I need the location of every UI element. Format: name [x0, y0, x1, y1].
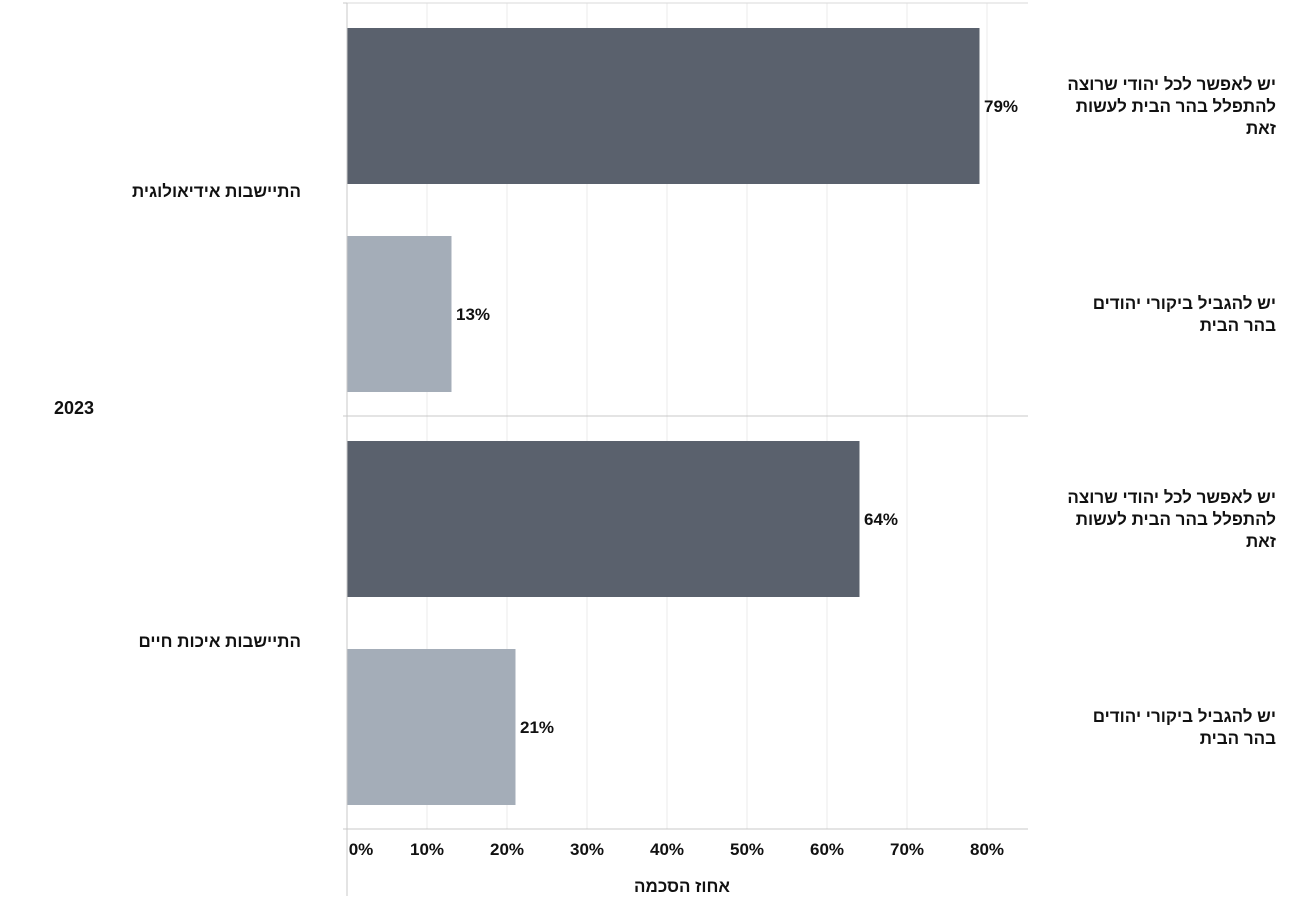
x-tick-label: 30%: [570, 840, 604, 859]
bar: [347, 649, 516, 805]
bar-value-label: 13%: [456, 305, 490, 324]
bar-value-label: 21%: [520, 718, 554, 737]
category-label-line: בהר הבית: [1200, 316, 1276, 335]
bar-value-label: 64%: [864, 510, 898, 529]
group-label: התיישבות איכות חיים: [139, 632, 302, 651]
year-label: 2023: [54, 398, 94, 418]
x-tick-label: 70%: [890, 840, 924, 859]
category-label: יש להגביל ביקורי יהודים בהר הבית: [1093, 707, 1276, 748]
category-label-line: להתפלל בהר הבית לעשות: [1076, 97, 1276, 116]
x-tick-label: 80%: [970, 840, 1004, 859]
category-label-line: יש להגביל ביקורי יהודים: [1093, 294, 1276, 313]
x-tick-label: 20%: [490, 840, 524, 859]
bar: [347, 28, 980, 184]
category-label-line: זאת: [1246, 119, 1276, 138]
x-tick-label: 40%: [650, 840, 684, 859]
x-tick-label: 0%: [349, 840, 374, 859]
category-label: יש לאפשר לכל יהודי שרוצה להתפלל בהר הבית …: [1067, 488, 1276, 551]
category-label-line: זאת: [1246, 532, 1276, 551]
label-layer: 2023 אחוז הסכמה התיישבות אידיאולוגית 79% י…: [54, 75, 1276, 896]
category-label-line: יש לאפשר לכל יהודי שרוצה: [1067, 75, 1276, 94]
bar-layer: [347, 28, 980, 805]
category-label-line: יש לאפשר לכל יהודי שרוצה: [1067, 488, 1276, 507]
group-label: התיישבות אידיאולוגית: [132, 182, 301, 201]
x-tick-label: 10%: [410, 840, 444, 859]
bar: [347, 236, 452, 392]
category-label-line: יש להגביל ביקורי יהודים: [1093, 707, 1276, 726]
bar: [347, 441, 860, 597]
axis-layer: 0% 10% 20% 30% 40% 50% 60% 70% 80%: [343, 2, 1028, 896]
category-label-line: להתפלל בהר הבית לעשות: [1076, 510, 1276, 529]
category-label: יש להגביל ביקורי יהודים בהר הבית: [1093, 294, 1276, 335]
bar-value-label: 79%: [984, 97, 1018, 116]
x-axis-title: אחוז הסכמה: [634, 877, 730, 896]
category-label-line: בהר הבית: [1200, 729, 1276, 748]
x-tick-label: 50%: [730, 840, 764, 859]
category-label: יש לאפשר לכל יהודי שרוצה להתפלל בהר הבית …: [1067, 75, 1276, 138]
x-tick-label: 60%: [810, 840, 844, 859]
